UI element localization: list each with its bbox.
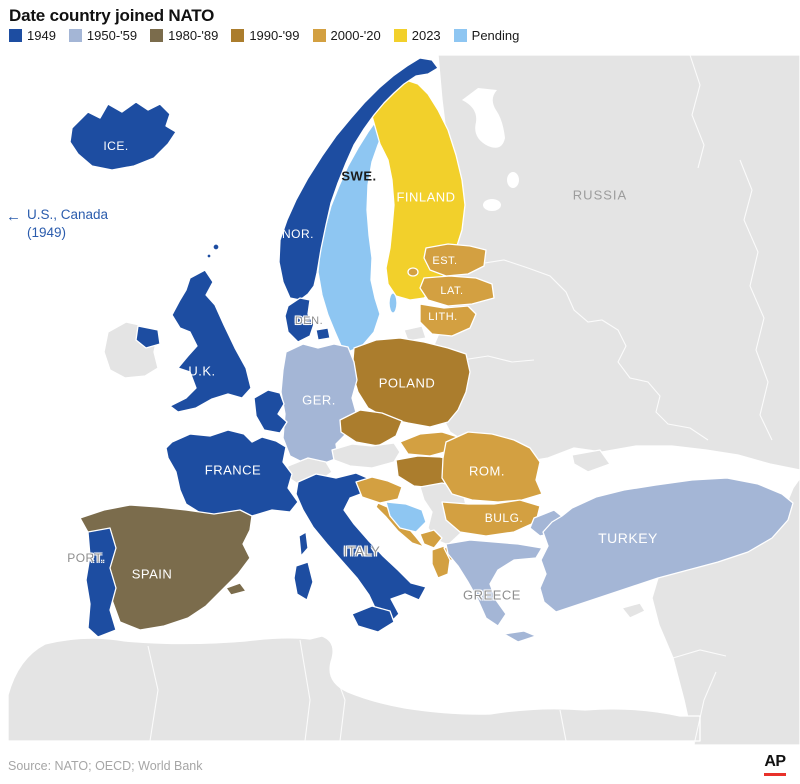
border-lines-russia1 [739, 159, 773, 441]
left-arrow-icon: ← [6, 208, 21, 225]
us-canada-line2: (1949) [27, 225, 67, 241]
white-sea [462, 88, 505, 148]
legend-item-y1990s: 1990-'99 [231, 28, 300, 43]
country-slovenia-croatia [355, 476, 403, 504]
country-france [165, 429, 299, 518]
legend-item-y1980s: 1980-'89 [150, 28, 218, 43]
country-gotland [388, 292, 398, 314]
legend-label-y1949: 1949 [27, 28, 56, 43]
ap-logo-underline [764, 773, 786, 776]
country-iceland [69, 101, 177, 171]
lake-ladoga [483, 199, 501, 211]
us-canada-annotation: ← U.S., Canada (1949) [6, 206, 108, 242]
country-estonia [423, 243, 487, 277]
legend-swatch-y1950s [68, 29, 82, 42]
country-lithuania [419, 303, 477, 337]
ap-logo: AP [764, 753, 786, 776]
country-czechia [339, 409, 403, 447]
country-denmark [284, 297, 315, 343]
country-sardinia [293, 561, 314, 601]
ap-logo-text: AP [764, 753, 786, 770]
country-turkey [539, 477, 794, 613]
country-estonia-islands [407, 267, 419, 277]
country-latvia [419, 275, 495, 307]
legend-swatch-y1990s [231, 29, 245, 42]
border-lines-east [451, 255, 709, 441]
country-orkney [206, 253, 212, 259]
country-north-africa [7, 635, 701, 742]
country-crete [503, 630, 537, 643]
us-canada-text: U.S., Canada (1949) [27, 206, 108, 242]
legend-item-y2023: 2023 [393, 28, 441, 43]
country-denmark-islands [315, 327, 331, 341]
lake-onega [507, 172, 519, 188]
legend-swatch-y2023 [393, 29, 407, 42]
country-portugal [85, 527, 117, 638]
legend-item-y2000s: 2000-'20 [312, 28, 381, 43]
legend-item-pending: Pending [453, 28, 520, 43]
border-lines-africa4 [559, 709, 567, 742]
legend-item-y1950s: 1950-'59 [68, 28, 138, 43]
country-kaliningrad [403, 325, 427, 342]
legend-swatch-pending [453, 29, 467, 42]
border-lines-africa3 [330, 661, 346, 742]
country-balearics [225, 582, 247, 596]
country-corsica [298, 531, 309, 557]
country-germany [280, 343, 358, 465]
border-lines-russia2 [689, 54, 705, 169]
country-greece [445, 539, 543, 627]
country-shetland [212, 243, 220, 251]
country-cyprus [621, 602, 646, 619]
legend-swatch-y1949 [9, 29, 22, 42]
legend: 1949 1950-'59 1980-'89 1990-'99 2000-'20 2023… [9, 28, 519, 43]
country-sicily [351, 605, 395, 633]
page-title: Date country joined NATO [9, 6, 215, 25]
country-poland [351, 337, 471, 428]
legend-swatch-y1980s [150, 29, 164, 42]
country-benelux [253, 389, 288, 434]
legend-label-y2023: 2023 [411, 28, 441, 43]
country-albania [431, 545, 451, 579]
legend-label-y2000s: 2000-'20 [330, 28, 381, 43]
border-lines-africa2 [299, 639, 311, 742]
border-lines-mideast [672, 649, 727, 746]
legend-label-pending: Pending [471, 28, 520, 43]
legend-label-y1950s: 1950-'59 [86, 28, 138, 43]
country-bosnia [385, 501, 427, 533]
us-canada-line1: U.S., Canada [27, 207, 109, 222]
country-n-ireland [135, 325, 161, 349]
country-romania [441, 431, 543, 503]
country-montenegro [419, 529, 443, 549]
legend-swatch-y2000s [312, 29, 326, 42]
border-lines-africa1 [147, 645, 159, 742]
legend-label-y1990s: 1990-'99 [249, 28, 300, 43]
country-crimea [571, 449, 611, 473]
source-line: Source: NATO; OECD; World Bank [8, 759, 203, 773]
country-norway [278, 57, 439, 301]
legend-item-y1949: 1949 [9, 28, 56, 43]
country-uk [169, 269, 252, 413]
country-austria [331, 442, 401, 469]
legend-label-y1980s: 1980-'89 [168, 28, 219, 43]
